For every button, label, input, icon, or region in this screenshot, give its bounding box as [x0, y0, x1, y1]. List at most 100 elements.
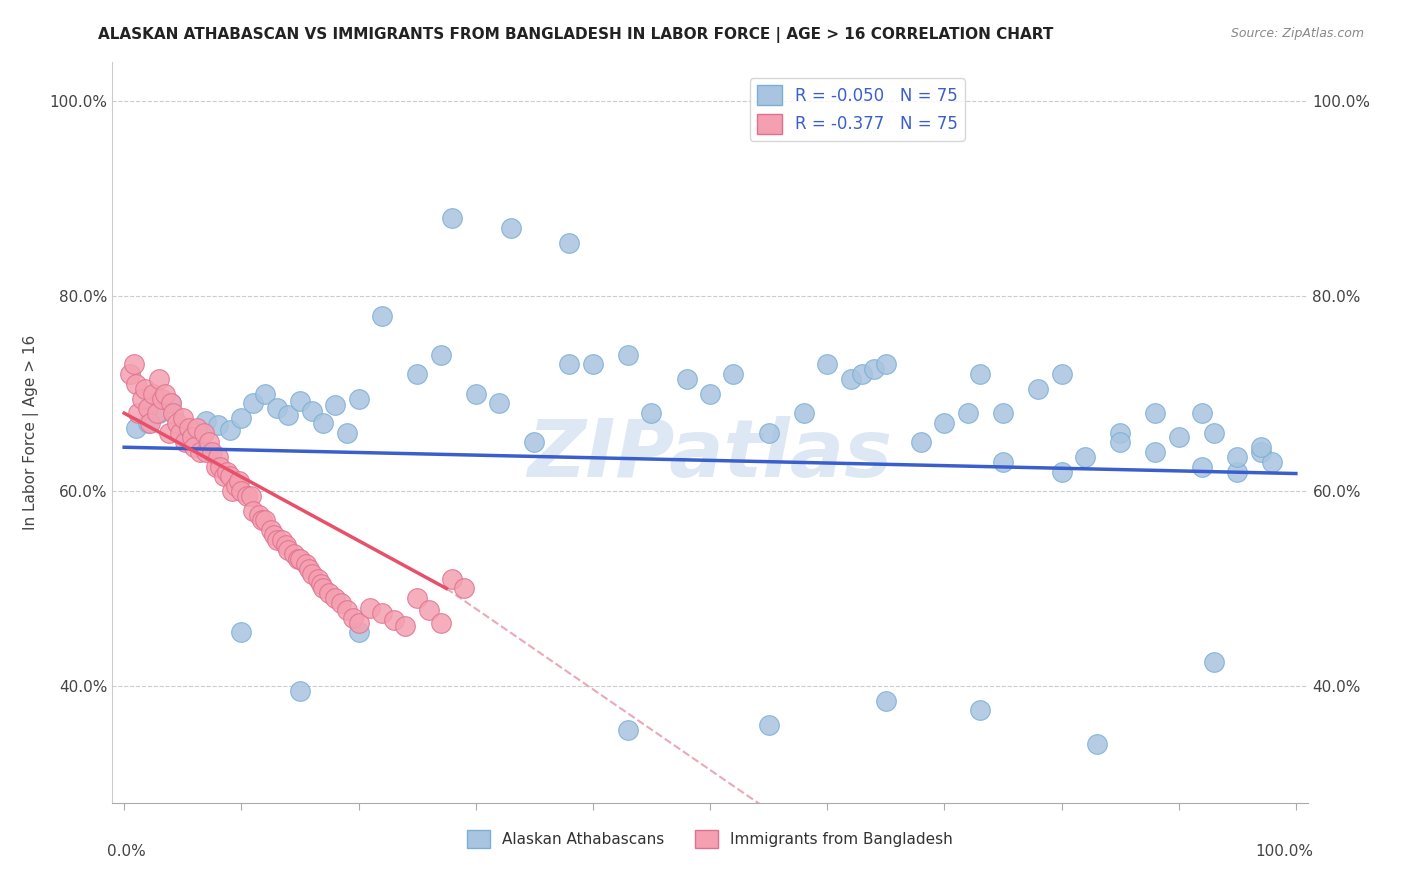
- Point: [207, 417, 229, 432]
- Point: [301, 566, 323, 581]
- Point: [558, 235, 581, 250]
- Point: [441, 211, 464, 226]
- Point: [252, 513, 274, 527]
- Point: [271, 533, 294, 547]
- Point: [160, 396, 183, 410]
- Point: [523, 435, 546, 450]
- Point: [318, 586, 340, 600]
- Point: [617, 723, 640, 737]
- Point: [699, 386, 721, 401]
- Point: [969, 703, 991, 717]
- Point: [991, 455, 1014, 469]
- Point: [453, 582, 475, 596]
- Point: [277, 408, 299, 422]
- Point: [342, 611, 364, 625]
- Point: [793, 406, 815, 420]
- Point: [174, 435, 197, 450]
- Point: [1109, 425, 1132, 440]
- Point: [991, 406, 1014, 420]
- Point: [288, 683, 311, 698]
- Point: [212, 469, 235, 483]
- Point: [1026, 382, 1049, 396]
- Legend: Alaskan Athabascans, Immigrants from Bangladesh: Alaskan Athabascans, Immigrants from Ban…: [461, 823, 959, 855]
- Point: [347, 392, 370, 406]
- Point: [228, 475, 250, 489]
- Point: [347, 625, 370, 640]
- Point: [155, 386, 177, 401]
- Point: [617, 348, 640, 362]
- Point: [839, 372, 862, 386]
- Point: [1202, 425, 1225, 440]
- Point: [197, 435, 219, 450]
- Point: [1144, 406, 1167, 420]
- Text: Source: ZipAtlas.com: Source: ZipAtlas.com: [1230, 27, 1364, 40]
- Point: [148, 406, 170, 420]
- Point: [142, 386, 165, 401]
- Point: [382, 613, 405, 627]
- Point: [429, 348, 451, 362]
- Point: [139, 416, 162, 430]
- Point: [418, 603, 440, 617]
- Point: [295, 557, 318, 571]
- Point: [969, 367, 991, 381]
- Point: [277, 542, 299, 557]
- Point: [160, 396, 183, 410]
- Point: [1191, 406, 1213, 420]
- Point: [406, 591, 429, 606]
- Point: [640, 406, 662, 420]
- Text: 0.0%: 0.0%: [107, 844, 145, 858]
- Point: [288, 552, 311, 566]
- Point: [125, 376, 148, 391]
- Point: [758, 425, 780, 440]
- Point: [127, 406, 149, 420]
- Point: [675, 372, 697, 386]
- Point: [166, 416, 188, 430]
- Point: [394, 618, 416, 632]
- Point: [863, 362, 886, 376]
- Point: [162, 406, 184, 420]
- Point: [150, 392, 173, 406]
- Point: [242, 396, 264, 410]
- Point: [288, 394, 311, 409]
- Point: [582, 358, 605, 372]
- Point: [131, 392, 153, 406]
- Point: [136, 416, 159, 430]
- Point: [309, 576, 332, 591]
- Point: [236, 489, 259, 503]
- Point: [146, 406, 169, 420]
- Point: [136, 401, 159, 416]
- Point: [120, 367, 141, 381]
- Point: [186, 421, 208, 435]
- Point: [204, 459, 226, 474]
- Point: [169, 425, 191, 440]
- Point: [225, 479, 247, 493]
- Point: [301, 404, 323, 418]
- Point: [181, 430, 204, 444]
- Point: [172, 411, 194, 425]
- Point: [274, 538, 297, 552]
- Point: [875, 693, 897, 707]
- Point: [359, 601, 381, 615]
- Point: [323, 398, 346, 412]
- Point: [183, 430, 205, 444]
- Point: [1250, 440, 1272, 454]
- Point: [125, 421, 148, 435]
- Point: [231, 625, 253, 640]
- Text: ZIPatlas: ZIPatlas: [527, 416, 893, 494]
- Point: [371, 606, 394, 620]
- Point: [1050, 367, 1073, 381]
- Y-axis label: In Labor Force | Age > 16: In Labor Force | Age > 16: [22, 335, 38, 530]
- Point: [218, 469, 240, 483]
- Point: [815, 358, 838, 372]
- Point: [218, 423, 240, 437]
- Point: [406, 367, 429, 381]
- Point: [263, 528, 285, 542]
- Point: [1191, 459, 1213, 474]
- Point: [1167, 430, 1189, 444]
- Point: [488, 396, 510, 410]
- Point: [910, 435, 932, 450]
- Point: [307, 572, 329, 586]
- Point: [287, 552, 309, 566]
- Point: [247, 508, 270, 523]
- Point: [1202, 655, 1225, 669]
